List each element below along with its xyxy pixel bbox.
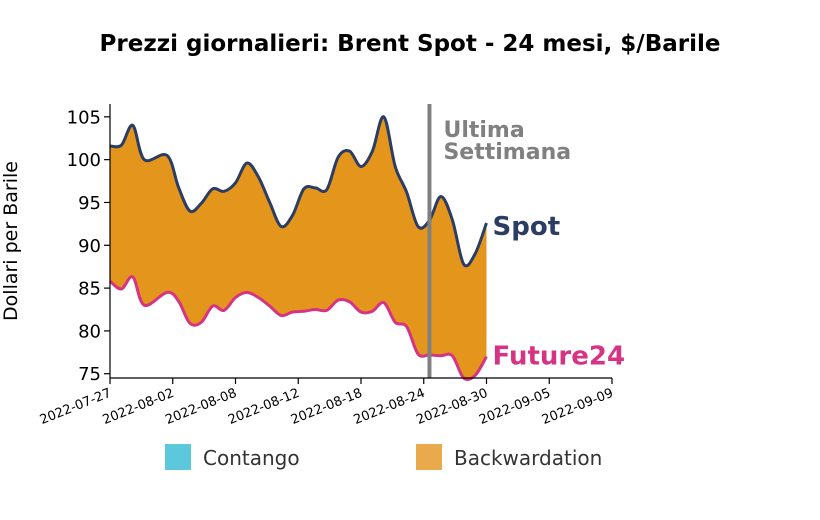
x-tick-label: 2022-08-02 [101,386,177,428]
x-tick-label: 2022-08-12 [226,386,302,428]
future24-series-label: Future24 [493,342,626,372]
y-tick-label: 100 [67,150,101,171]
x-tick-label: 2022-09-05 [477,386,553,428]
chart-title: Prezzi giornalieri: Brent Spot - 24 mesi… [100,31,721,57]
backwardation-band [110,116,487,380]
y-axis-label: Dollari per Barile [0,161,22,321]
y-tick-label: 105 [67,107,101,128]
last-week-label-line1: Ultima [443,118,524,143]
x-ticks: 2022-07-272022-08-022022-08-082022-08-12… [38,378,616,428]
legend-swatch-backwardation [416,444,442,470]
x-tick-label: 2022-09-09 [540,386,616,428]
y-tick-label: 80 [78,321,101,342]
future24-line [109,275,488,382]
x-tick-label: 2022-07-27 [38,386,114,428]
legend-swatch-contango [165,444,191,470]
y-tick-label: 85 [78,279,101,300]
legend-label-contango: Contango [203,446,300,470]
y-tick-label: 90 [78,236,101,257]
plot-area: Ultima Settimana [109,104,571,382]
spot-line [109,115,488,268]
last-week-label-line2: Settimana [443,140,571,165]
legend-label-backwardation: Backwardation [454,446,602,470]
x-tick-label: 2022-08-08 [163,386,239,428]
y-ticks: 75 80 85 90 95 100 105 [67,107,110,385]
y-tick-label: 75 [78,364,101,385]
y-tick-label: 95 [78,193,101,214]
x-tick-label: 2022-08-24 [352,386,428,428]
spot-series-label: Spot [493,212,561,242]
x-tick-label: 2022-08-30 [414,386,490,428]
legend: Contango Backwardation [165,444,602,470]
x-tick-label: 2022-08-18 [289,386,365,428]
